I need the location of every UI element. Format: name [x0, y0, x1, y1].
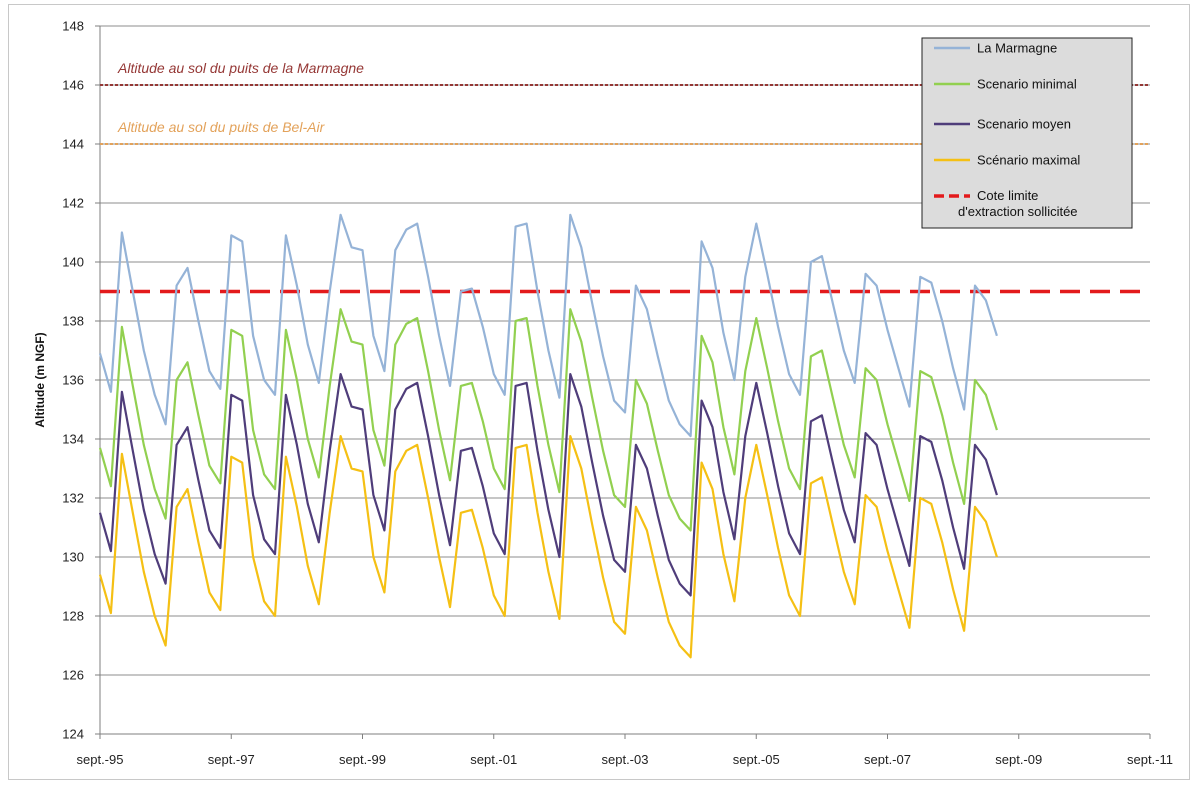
annotation-label: Altitude au sol du puits de la Marmagne	[117, 60, 364, 76]
y-tick-label: 134	[62, 432, 84, 447]
x-tick-label: sept.-97	[208, 752, 255, 767]
legend-label: La Marmagne	[977, 41, 1057, 56]
y-tick-label: 140	[62, 255, 84, 270]
y-tick-label: 142	[62, 196, 84, 211]
series-line	[98, 435, 998, 659]
x-tick-label: sept.-03	[602, 752, 649, 767]
legend-label: Cote limite	[977, 188, 1038, 203]
y-tick-label: 124	[62, 727, 84, 742]
x-tick-label: sept.-09	[995, 752, 1042, 767]
legend-label: d'extraction sollicitée	[958, 204, 1078, 219]
legend-label: Scénario maximal	[977, 153, 1080, 168]
x-tick-label: sept.-01	[470, 752, 517, 767]
series-line	[98, 308, 998, 532]
y-tick-label: 126	[62, 668, 84, 683]
y-tick-label: 130	[62, 550, 84, 565]
legend: La Marmagne Scenario minimal Scenario moye…	[921, 37, 1133, 229]
y-tick-label: 138	[62, 314, 84, 329]
series-line	[98, 213, 998, 438]
x-tick-labels: sept.-95 sept.-97 sept.-99 sept.-01 sept.-03…	[77, 752, 1174, 767]
x-tick-label: sept.-05	[733, 752, 780, 767]
y-axis-title: Altitude (m NGF)	[33, 332, 47, 427]
x-tick-label: sept.-99	[339, 752, 386, 767]
legend-label: Scenario moyen	[977, 117, 1071, 132]
y-tick-label: 144	[62, 137, 84, 152]
series-line	[98, 373, 998, 597]
y-tick-label: 128	[62, 609, 84, 624]
legend-label: Scenario minimal	[977, 77, 1077, 92]
x-tick-label: sept.-95	[77, 752, 124, 767]
x-tick-label: sept.-07	[864, 752, 911, 767]
y-tick-label: 136	[62, 373, 84, 388]
annotations: Altitude au sol du puits de la Marmagne A…	[117, 60, 364, 135]
annotation-label: Altitude au sol du puits de Bel-Air	[117, 119, 326, 135]
y-tick-label: 146	[62, 78, 84, 93]
x-tick-label: sept.-11	[1127, 752, 1173, 767]
y-tick-labels: 124 126 128 130 132 134 136 138 140 142 144 146 148	[62, 19, 84, 742]
series-lines	[98, 213, 998, 659]
y-tick-label: 132	[62, 491, 84, 506]
y-tick-label: 148	[62, 19, 84, 34]
